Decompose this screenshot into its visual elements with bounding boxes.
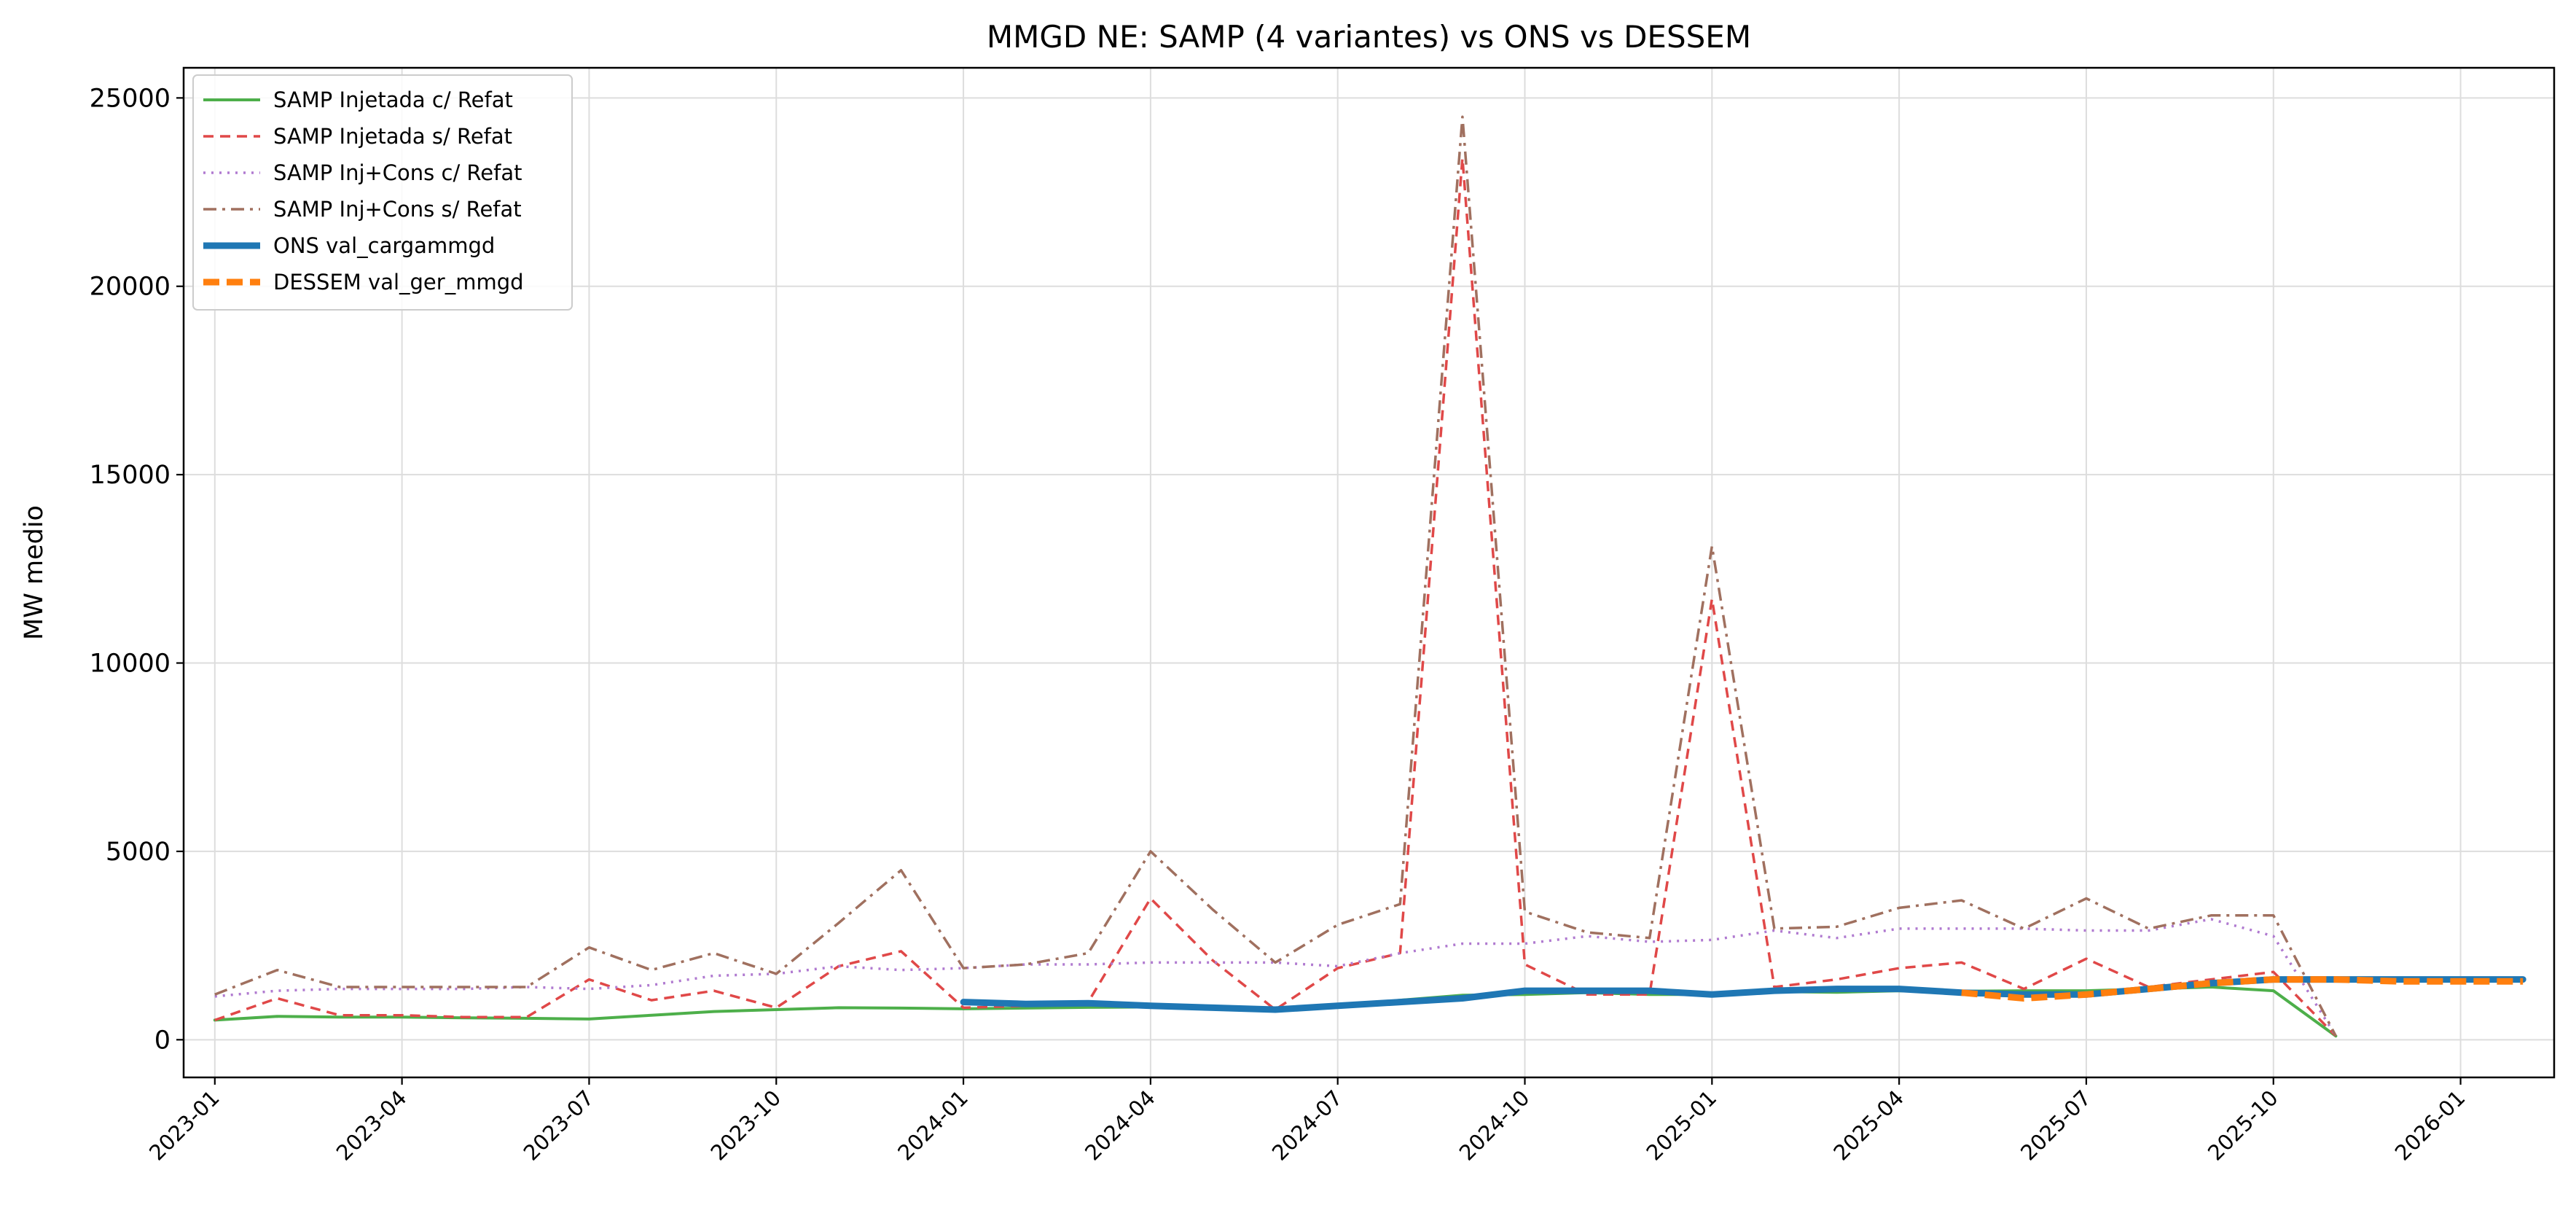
- gridlines: [184, 68, 2554, 1077]
- y-tick-label: 5000: [106, 838, 171, 867]
- series-lines: [213, 115, 2526, 1038]
- legend-label: ONS val_cargammgd: [273, 233, 495, 258]
- legend: SAMP Injetada c/ Refat SAMP Injetada s/ R…: [192, 74, 573, 311]
- legend-label: SAMP Inj+Cons s/ Refat: [273, 197, 522, 222]
- series-line-5: [1961, 976, 2524, 1002]
- legend-label: SAMP Injetada s/ Refat: [273, 124, 512, 149]
- legend-box: [192, 74, 573, 311]
- y-tick-label: 0: [154, 1026, 171, 1055]
- series-line-2: [214, 918, 2337, 1037]
- y-axis-label: MW medio: [20, 505, 49, 640]
- y-tick-label: 25000: [90, 84, 171, 113]
- y-tick-label: 20000: [90, 273, 171, 302]
- legend-label: SAMP Injetada c/ Refat: [273, 87, 513, 112]
- plot-frame: [182, 66, 2556, 1079]
- series-line-4: [960, 976, 2526, 1013]
- y-tick-label: 15000: [90, 461, 171, 490]
- series-line-3: [214, 115, 2337, 1037]
- legend-label: SAMP Inj+Cons c/ Refat: [273, 160, 522, 185]
- y-tick-label: 10000: [90, 650, 171, 679]
- chart-title: MMGD NE: SAMP (4 variantes) vs ONS vs DE…: [987, 19, 1751, 55]
- legend-label: DESSEM val_ger_mmgd: [273, 270, 524, 295]
